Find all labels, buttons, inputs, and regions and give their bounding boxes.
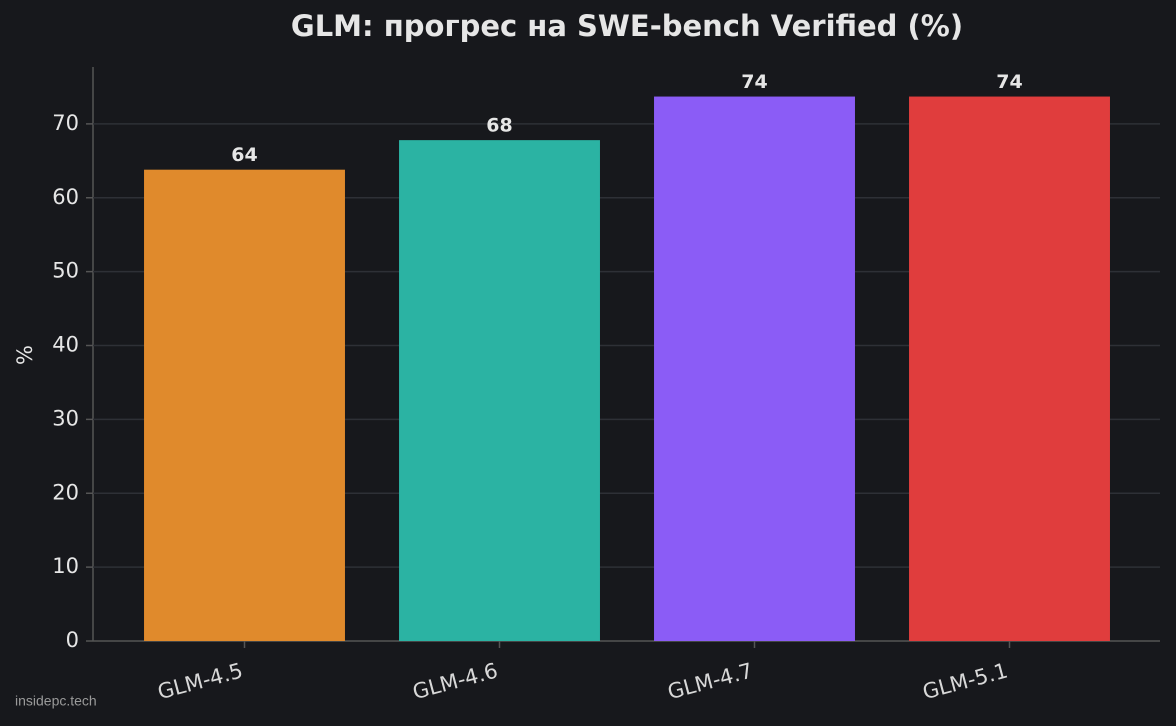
watermark: insidepc.tech xyxy=(15,693,97,709)
y-tick-label: 30 xyxy=(52,406,79,430)
bar xyxy=(654,96,855,641)
y-tick-label: 70 xyxy=(52,111,79,135)
bar xyxy=(909,96,1110,641)
y-tick-label: 20 xyxy=(52,480,79,504)
y-tick-label: 0 xyxy=(66,628,79,652)
value-label: 68 xyxy=(486,115,512,137)
y-axis-label: % xyxy=(13,345,37,365)
y-tick-label: 40 xyxy=(52,333,79,357)
y-tick-label: 10 xyxy=(52,554,79,578)
y-tick-label: 60 xyxy=(52,185,79,209)
y-tick-label: 50 xyxy=(52,259,79,283)
bar xyxy=(399,140,600,641)
value-label: 64 xyxy=(231,144,257,166)
value-label: 74 xyxy=(741,71,767,93)
chart-title: GLM: прогрес на SWE-bench Verified (%) xyxy=(291,9,963,43)
bar xyxy=(144,169,345,641)
value-label: 74 xyxy=(996,71,1022,93)
